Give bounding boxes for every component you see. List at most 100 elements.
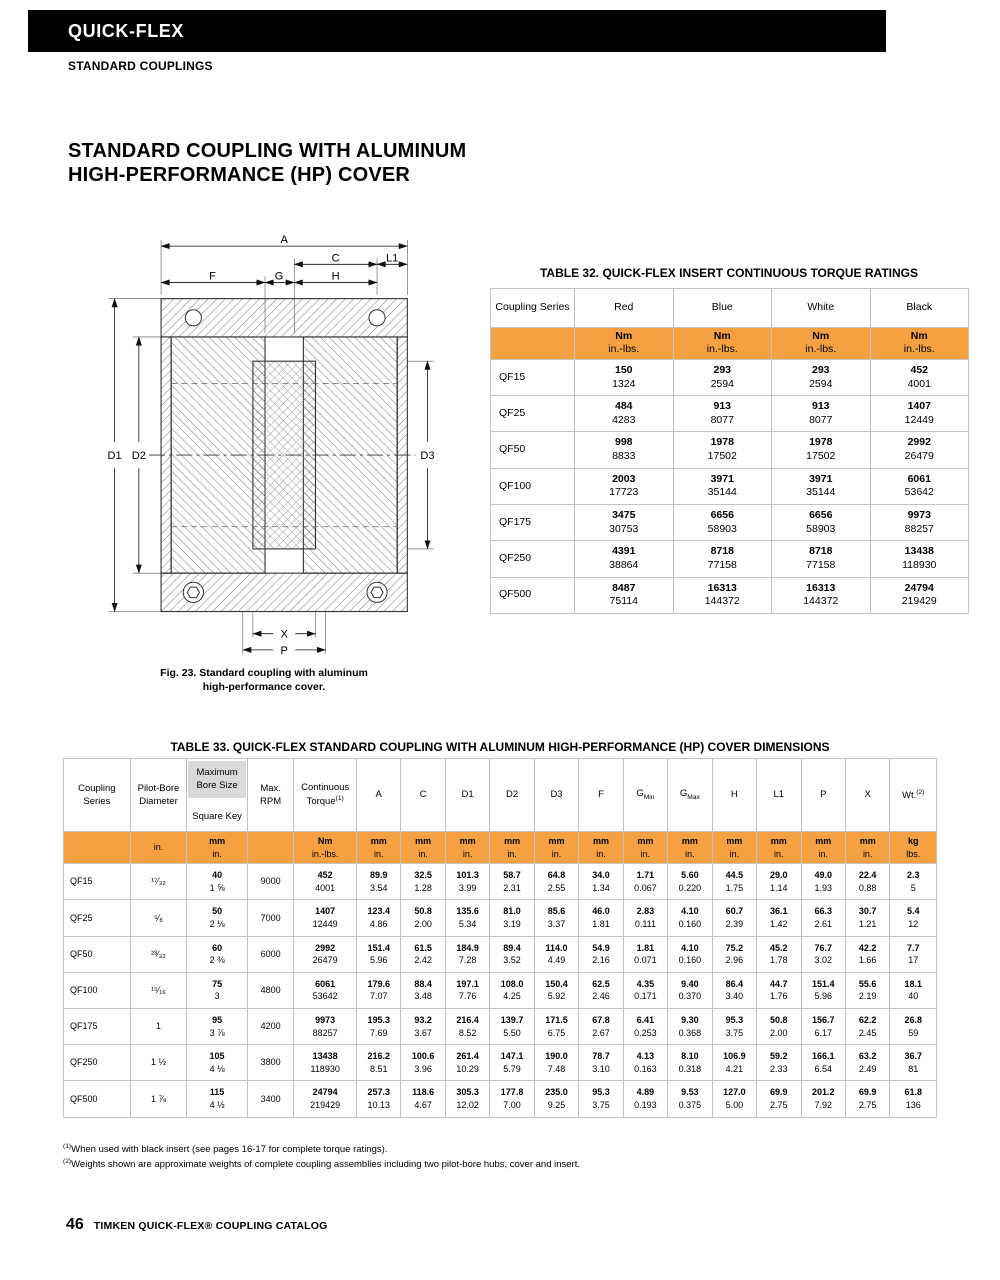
torque-units-blue: Nm in.-lbs.: [672, 326, 772, 360]
dim-value-cell: 9.40 0.370: [667, 971, 713, 1009]
dim-value-cell: 78.7 3.10: [578, 1044, 624, 1082]
weight-cell: 7.7 17: [889, 935, 937, 973]
weight-cell: 5.4 12: [889, 899, 937, 937]
dim-label-a: A: [280, 234, 288, 246]
series-cell: QF500: [490, 576, 575, 614]
dim-value-cell: 261.4 10.29: [444, 1044, 491, 1082]
max-rpm-cell: 4200: [246, 1007, 295, 1046]
footnote-1: (1)When used with black insert (see page…: [63, 1142, 580, 1157]
dim-value-cell: 44.5 1.75: [711, 863, 758, 901]
dim-value-cell: 22.4 0.88: [844, 863, 891, 901]
dim-label-g: G: [275, 270, 284, 282]
dim-value-cell: 106.9 4.21: [711, 1044, 758, 1082]
dim-label-d1: D1: [108, 450, 122, 462]
dim-col-gmin: GMin: [622, 758, 669, 832]
dim-col-continuous-torque: Continuous Torque(1): [293, 758, 357, 832]
dimensions-section: Coupling Series Pilot-Bore Diameter Maximu…: [63, 758, 937, 1118]
max-rpm-cell: 4800: [246, 971, 295, 1009]
series-cell: QF175: [63, 1007, 131, 1046]
torque-value-cell: 8718 77158: [672, 540, 772, 578]
dim-value-cell: 34.0 1.34: [578, 863, 624, 901]
dim-value-cell: 66.3 2.61: [800, 899, 846, 937]
torque-value-cell: 8487 75114: [574, 576, 674, 614]
dim-value-cell: 179.6 7.07: [355, 971, 402, 1009]
dim-value-cell: 29.0 1.14: [756, 863, 802, 901]
dimension-row: QF25 ⁵⁄₈ 50 2 ⅛ 7000 1407 12449 123.4 4.86 50.8 2.…: [63, 899, 937, 937]
dim-units-mm-in: mm in.: [444, 830, 491, 865]
dim-value-cell: 166.1 6.54: [800, 1044, 846, 1082]
pilot-bore-cell: ⁵⁄₈: [129, 899, 188, 937]
dimensions-table: Coupling Series Pilot-Bore Diameter Maximu…: [63, 758, 937, 1118]
torque-row: QF100 2003 17723 3971 35144 3971 35144 6061 5364…: [490, 467, 969, 506]
torque-ratings-table: Coupling Series Red Blue White Black Nm in.-lb…: [490, 288, 969, 614]
torque-cell: 9973 88257: [293, 1007, 357, 1046]
dim-value-cell: 55.6 2.19: [844, 971, 891, 1009]
dim-value-cell: 235.0 9.25: [533, 1080, 580, 1118]
dim-label-d2: D2: [132, 450, 146, 462]
dim-value-cell: 85.6 3.37: [533, 899, 580, 937]
dim-col-d3: D3: [533, 758, 580, 832]
page-number: 46: [66, 1216, 84, 1233]
dim-value-cell: 45.2 1.78: [756, 935, 802, 973]
dim-value-cell: 156.7 6.17: [800, 1007, 846, 1046]
series-cell: QF15: [63, 863, 131, 901]
dim-units-maxbore: mm in.: [186, 830, 248, 865]
dim-value-cell: 135.6 5.34: [444, 899, 491, 937]
dim-value-cell: 62.2 2.45: [844, 1007, 891, 1046]
dimension-row: QF500 1 ⅞ 115 4 ½ 3400 24794 219429 257.3 10.13 1…: [63, 1080, 937, 1118]
page-footer: 46 TIMKEN QUICK-FLEX® COUPLING CATALOG: [66, 1216, 327, 1234]
torque-row: QF250 4391 38864 8718 77158 8718 77158 13438 118…: [490, 540, 969, 578]
pilot-bore-cell: 1: [129, 1007, 188, 1046]
dim-value-cell: 151.4 5.96: [800, 971, 846, 1009]
dim-value-cell: 89.4 3.52: [489, 935, 535, 973]
torque-value-cell: 2003 17723: [574, 467, 674, 506]
dim-value-cell: 64.8 2.55: [533, 863, 580, 901]
torque-value-cell: 16313 144372: [672, 576, 772, 614]
torque-col-red: Red: [574, 288, 674, 328]
brand-title: QUICK-FLEX: [68, 20, 184, 41]
brand-bar: QUICK-FLEX: [28, 10, 886, 52]
dim-value-cell: 58.7 2.31: [489, 863, 535, 901]
footer-text: TIMKEN QUICK-FLEX® COUPLING CATALOG: [93, 1220, 328, 1232]
torque-header-row: Coupling Series Red Blue White Black: [490, 288, 969, 328]
figure-caption-line2: high-performance cover.: [202, 681, 326, 694]
max-rpm-cell: 3800: [246, 1044, 295, 1082]
dim-label-l1: L1: [386, 252, 398, 264]
torque-row: QF25 484 4283 913 8077 913 8077 1407 12449: [490, 395, 969, 433]
torque-cell: 452 4001: [293, 863, 357, 901]
torque-value-cell: 3475 30753: [574, 504, 674, 542]
torque-value-cell: 3971 35144: [771, 467, 871, 506]
pilot-bore-cell: 1 ½: [129, 1044, 188, 1082]
max-bore-cell: 115 4 ½: [186, 1080, 248, 1118]
torque-units-white: Nm in.-lbs.: [771, 326, 871, 360]
torque-value-cell: 6656 58903: [771, 504, 871, 542]
torque-value-cell: 24794 219429: [869, 576, 969, 614]
dim-units-torque: Nm in.-lbs.: [293, 830, 357, 865]
torque-cell: 6061 53642: [293, 971, 357, 1009]
dim-col-h: H: [711, 758, 758, 832]
dim-value-cell: 123.4 4.86: [355, 899, 402, 937]
dim-header-row: Coupling Series Pilot-Bore Diameter Maximu…: [63, 758, 937, 832]
dim-units-weight: kg lbs.: [889, 830, 937, 865]
series-cell: QF100: [63, 971, 131, 1009]
dim-value-cell: 69.9 2.75: [844, 1080, 891, 1118]
torque-col-black: Black: [869, 288, 969, 328]
dim-value-cell: 93.2 3.67: [400, 1007, 446, 1046]
max-rpm-cell: 7000: [246, 899, 295, 937]
torque-value-cell: 6061 53642: [869, 467, 969, 506]
torque-value-cell: 4391 38864: [574, 540, 674, 578]
pilot-bore-cell: 1 ⅞: [129, 1080, 188, 1118]
footnote-2-text: Weights shown are approximate weights of…: [71, 1159, 580, 1171]
table33-title: TABLE 33. QUICK-FLEX STANDARD COUPLING W…: [170, 740, 830, 754]
torque-cell: 1407 12449: [293, 899, 357, 937]
dim-value-cell: 147.1 5.79: [489, 1044, 535, 1082]
dim-value-cell: 60.7 2.39: [711, 899, 758, 937]
dimension-lines: [111, 243, 431, 653]
dim-value-cell: 95.3 3.75: [711, 1007, 758, 1046]
dim-value-cell: 195.3 7.69: [355, 1007, 402, 1046]
dim-value-cell: 6.41 0.253: [622, 1007, 669, 1046]
dim-units-mm-in: mm in.: [489, 830, 535, 865]
dim-col-d1: D1: [444, 758, 491, 832]
torque-cell: 24794 219429: [293, 1080, 357, 1118]
max-rpm-cell: 9000: [246, 863, 295, 901]
